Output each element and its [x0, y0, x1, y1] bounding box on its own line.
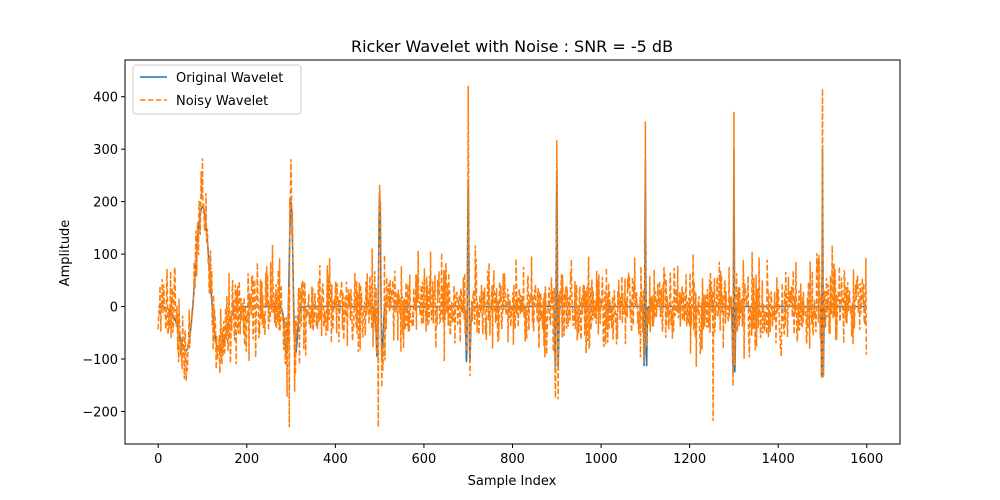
legend-box [132, 64, 302, 115]
y-tick-label: 200 [93, 196, 118, 211]
x-tick-label: 0 [154, 452, 162, 467]
y-axis-label: Amplitude [58, 220, 73, 287]
legend-label-original: Original Wavelet [176, 71, 283, 86]
y-tick-label: −200 [82, 405, 118, 420]
legend: Original Wavelet Noisy Wavelet [132, 64, 302, 115]
x-tick-label: 1000 [585, 452, 618, 467]
chart-title: Ricker Wavelet with Noise : SNR = -5 dB [351, 37, 673, 56]
series-noisy-wavelet [157, 85, 868, 428]
x-axis-label: Sample Index [468, 474, 557, 489]
axes: 0 200 400 600 800 1000 1200 1400 1600 −200 −100 0 10… [82, 59, 901, 467]
legend-label-noisy: Noisy Wavelet [176, 94, 268, 109]
plot-area [157, 85, 868, 428]
x-tick-label: 1600 [850, 452, 883, 467]
x-tick-label: 400 [323, 452, 348, 467]
x-tick-label: 600 [412, 452, 437, 467]
y-tick-label: 300 [93, 143, 118, 158]
x-tick-label: 1400 [762, 452, 795, 467]
x-tick-label: 1200 [673, 452, 706, 467]
x-tick-label: 800 [500, 452, 525, 467]
y-tick-label: 100 [93, 248, 118, 263]
x-tick-label: 200 [234, 452, 259, 467]
y-tick-label: −100 [82, 353, 118, 368]
y-tick-label: 0 [110, 301, 118, 316]
y-tick-label: 400 [93, 91, 118, 106]
